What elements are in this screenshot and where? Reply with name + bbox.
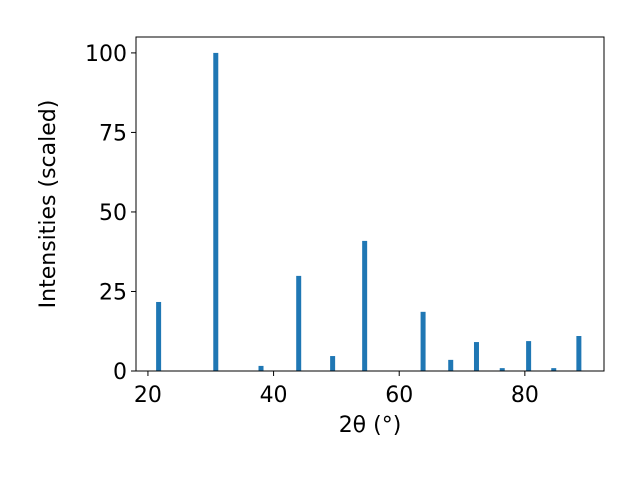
x-tick-label: 20: [134, 383, 162, 408]
bar: [296, 275, 302, 371]
y-axis-label: Intensities (scaled): [36, 100, 61, 309]
bar: [362, 240, 368, 371]
y-tick-label: 25: [99, 280, 127, 305]
bar: [473, 342, 479, 371]
bar: [576, 336, 582, 371]
bar: [526, 341, 532, 371]
y-tick-label: 0: [113, 360, 127, 385]
y-tick-label: 100: [85, 42, 127, 67]
bar: [330, 356, 336, 371]
bar: [156, 301, 162, 371]
bar: [213, 52, 219, 372]
bar: [258, 365, 264, 371]
y-tick-label: 50: [99, 201, 127, 226]
bar: [499, 368, 505, 371]
bar: [448, 359, 454, 371]
x-tick-label: 80: [511, 383, 539, 408]
plot-frame: [135, 36, 605, 372]
bar: [551, 368, 557, 371]
y-tick-label: 75: [99, 121, 127, 146]
x-tick-label: 40: [260, 383, 288, 408]
bar: [420, 311, 426, 371]
x-axis-label: 2θ (°): [339, 413, 402, 438]
x-tick-label: 60: [385, 383, 413, 408]
